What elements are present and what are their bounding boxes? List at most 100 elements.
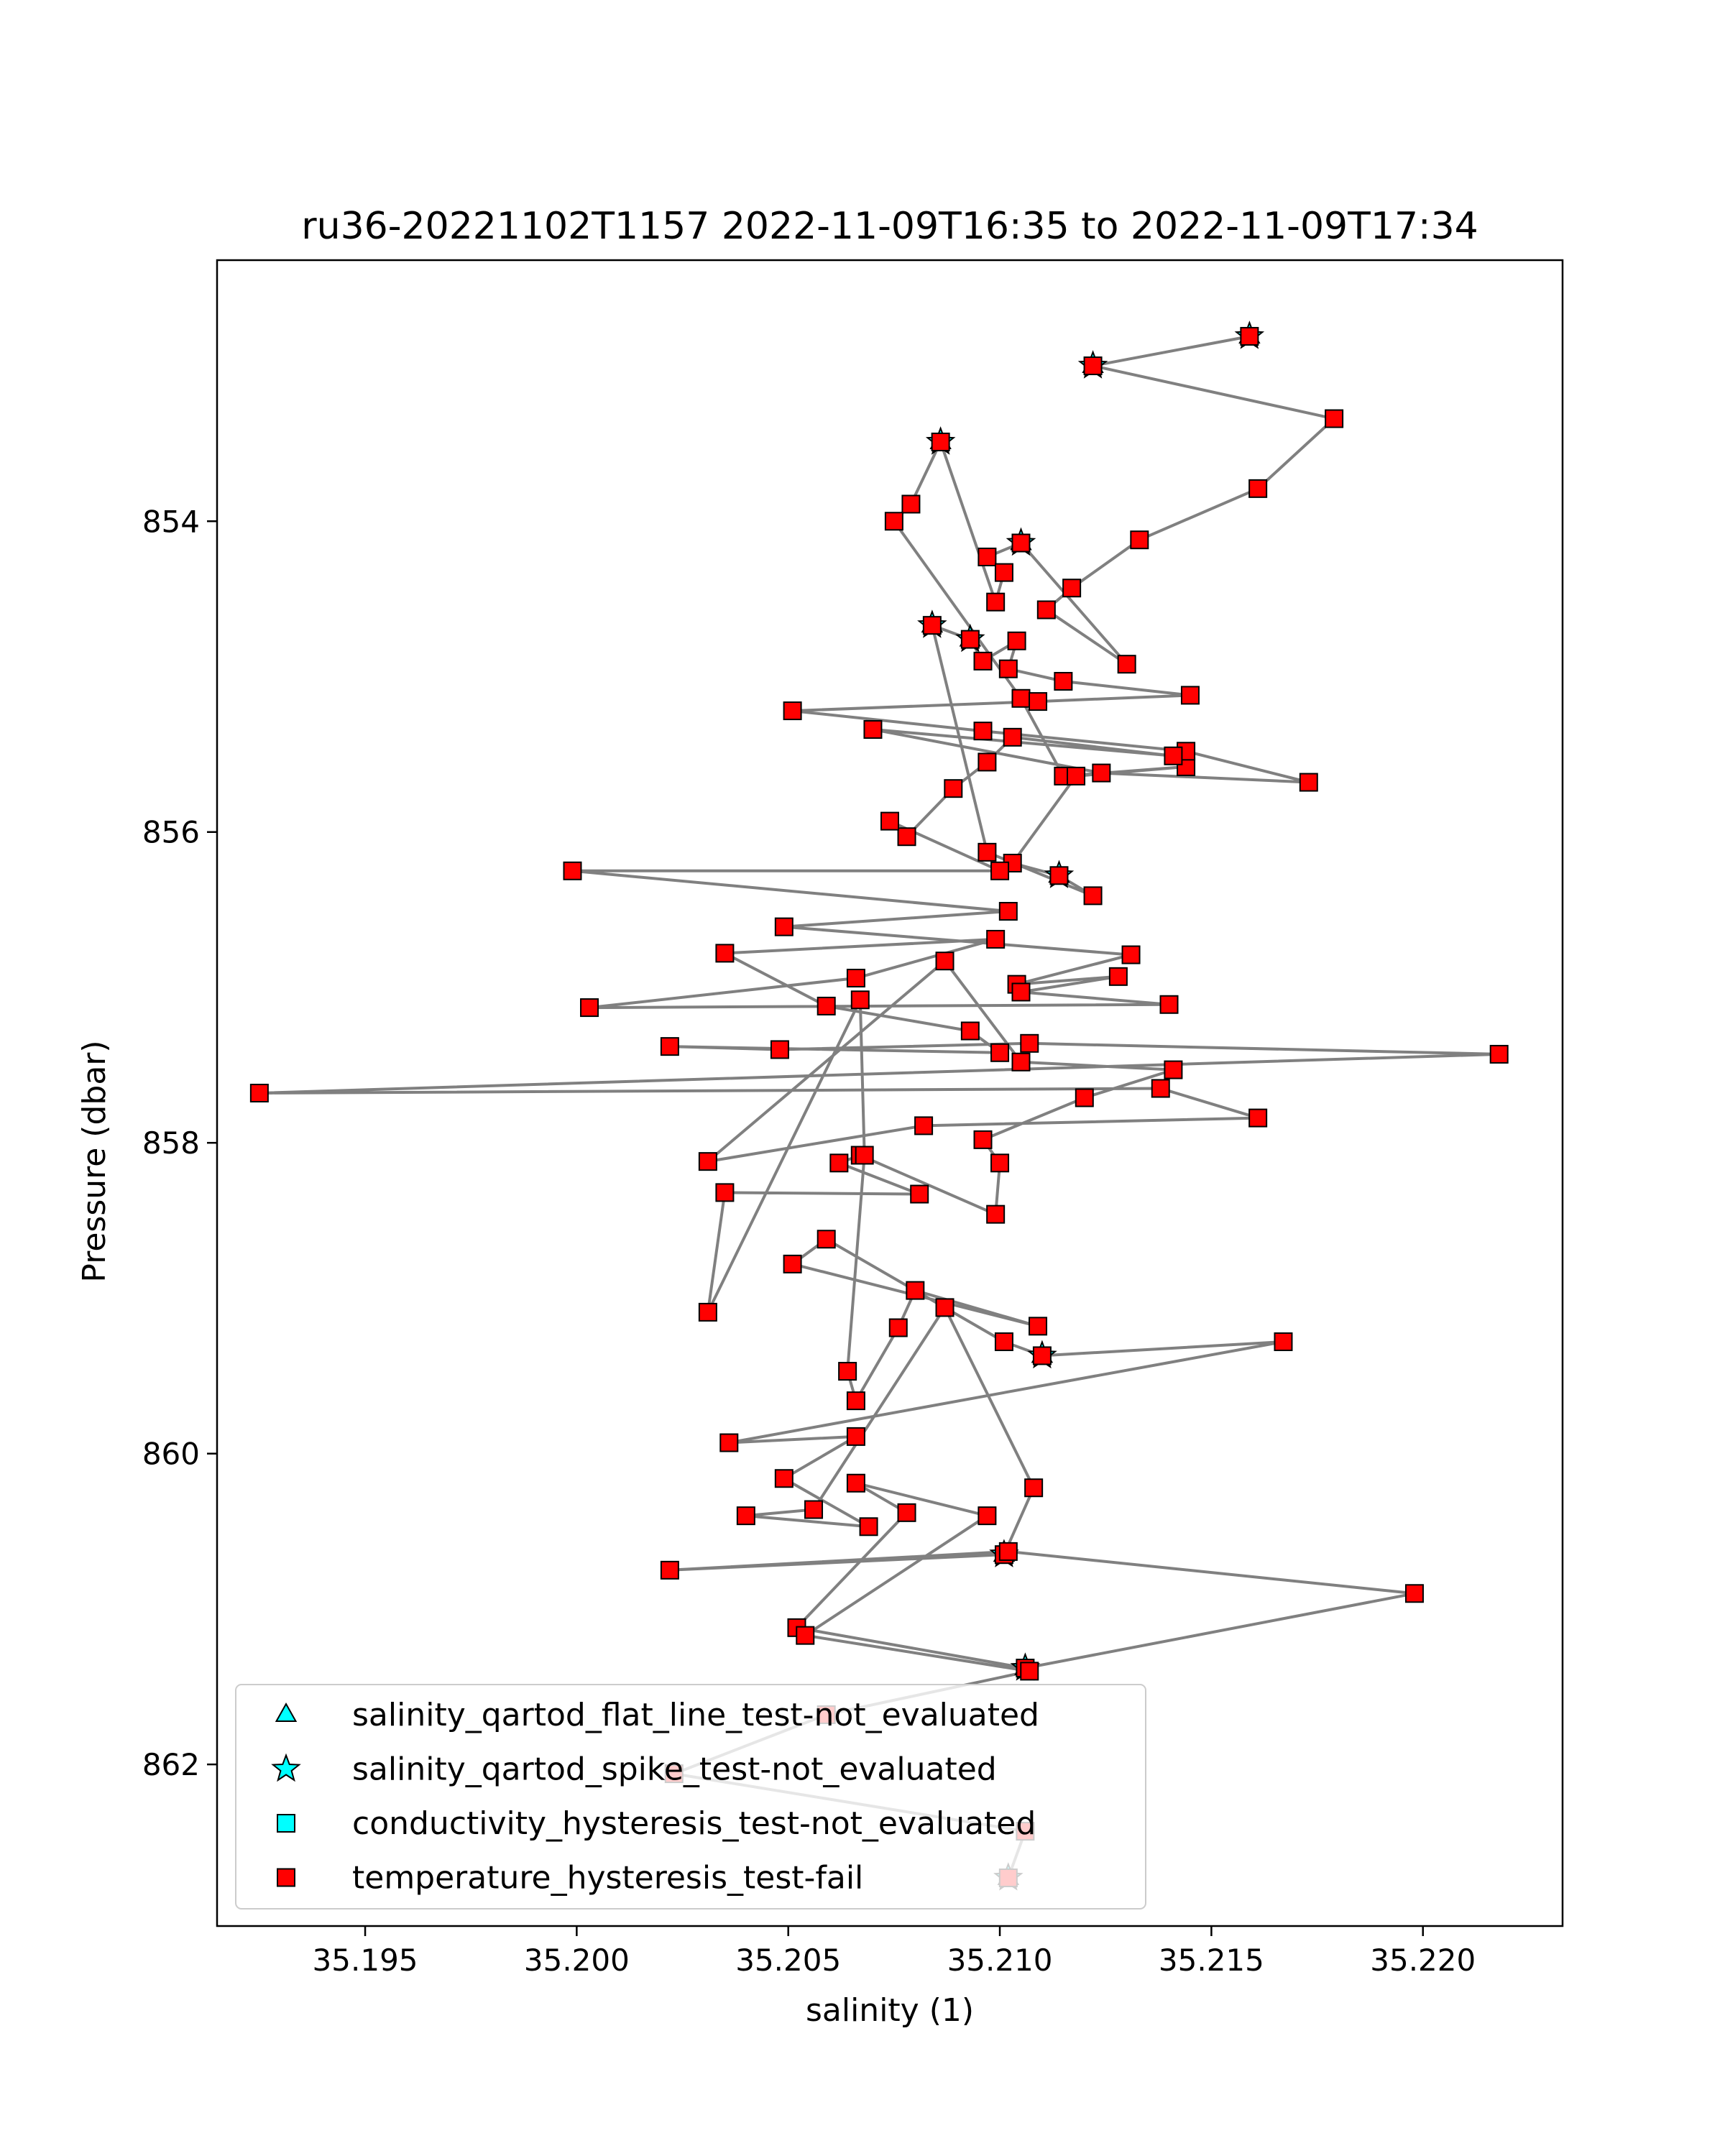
data-point (774, 917, 794, 936)
data-point (990, 1153, 1010, 1173)
data-point (1007, 631, 1026, 650)
data-point (998, 1542, 1018, 1561)
legend: salinity_qartod_flat_line_test-not_evalu… (235, 1684, 1146, 1909)
data-point (804, 1500, 824, 1519)
x-tick-label: 35.210 (947, 1943, 1053, 1978)
data-point (1011, 1052, 1031, 1072)
plot-frame (216, 259, 1564, 1927)
data-point (1011, 982, 1031, 1002)
data-point (715, 944, 735, 963)
data-point (1011, 688, 1031, 708)
data-point (880, 811, 899, 831)
data-point (846, 968, 865, 987)
data-point (715, 1183, 735, 1202)
data-point (888, 1318, 908, 1337)
data-point (998, 902, 1018, 921)
data-point (910, 1184, 929, 1204)
data-point (978, 1506, 997, 1526)
data-point (816, 1230, 836, 1249)
data-point (660, 1560, 679, 1580)
data-point (1032, 1346, 1052, 1365)
legend-marker (275, 1702, 298, 1722)
data-point (770, 1040, 789, 1059)
y-tick-label: 862 (142, 1747, 200, 1782)
data-point (1404, 1584, 1424, 1603)
data-point (1054, 671, 1073, 691)
data-point (1036, 600, 1056, 619)
data-point (838, 1362, 857, 1381)
data-point (846, 1473, 865, 1493)
data-point (935, 1298, 954, 1317)
data-point (783, 1254, 802, 1273)
data-point (719, 1433, 739, 1452)
data-point (660, 1037, 679, 1056)
data-point (990, 861, 1010, 880)
data-point (884, 512, 903, 531)
legend-label: salinity_qartod_spike_test-not_evaluated (352, 1751, 997, 1788)
x-tick-label: 35.215 (1159, 1943, 1264, 1978)
data-layer (249, 321, 1509, 1891)
x-tick-label: 35.200 (524, 1943, 630, 1978)
data-point (978, 842, 997, 862)
data-point (1083, 886, 1103, 906)
data-point (1067, 766, 1086, 786)
data-point (796, 1626, 815, 1645)
data-point (973, 651, 993, 671)
data-point (901, 494, 921, 514)
x-tick-label: 35.220 (1370, 1943, 1476, 1978)
y-tick-label: 856 (142, 815, 200, 850)
data-point (973, 722, 993, 741)
y-tick-label: 860 (142, 1437, 200, 1472)
data-point (563, 861, 582, 880)
data-point (829, 1153, 849, 1173)
data-point (960, 1021, 980, 1041)
y-axis-label: Pressure (dbar) (76, 1040, 113, 1282)
data-point (1151, 1079, 1170, 1098)
legend-label: salinity_qartod_flat_line_test-not_evalu… (352, 1697, 1039, 1733)
data-point (990, 1043, 1010, 1062)
axes: 35.195 35.200 35.205 35.210 35.215 35.220 854 8… (142, 259, 1564, 1978)
data-point (1325, 409, 1344, 428)
y-tick-label: 858 (142, 1125, 200, 1161)
legend-marker (271, 1753, 301, 1782)
data-point (994, 1332, 1013, 1351)
data-point (1062, 579, 1082, 598)
data-point (897, 1503, 916, 1522)
legend-label: temperature_hysteresis_test-fail (352, 1860, 863, 1897)
x-tick-label: 35.195 (313, 1943, 418, 1978)
data-point (249, 1084, 269, 1102)
data-point (1020, 1033, 1039, 1053)
data-point (736, 1506, 755, 1526)
data-point (1240, 326, 1259, 346)
data-point (986, 929, 1006, 949)
data-point (935, 952, 954, 971)
chart-title: ru36-20221102T1157 2022-11-09T16:35 to 2… (301, 205, 1478, 248)
data-point (1130, 530, 1149, 550)
data-point (1180, 686, 1200, 705)
data-point (906, 1281, 925, 1300)
data-point (914, 1116, 934, 1135)
data-point (931, 432, 950, 451)
data-point (1049, 866, 1069, 885)
data-point (986, 592, 1006, 612)
data-point (998, 659, 1018, 678)
data-point (1003, 727, 1022, 747)
data-point (774, 1469, 794, 1488)
data-point (944, 779, 963, 798)
data-point (859, 1517, 878, 1537)
legend-marker (277, 1814, 295, 1833)
data-point (580, 998, 599, 1018)
data-point (1092, 763, 1111, 783)
legend-label: conductivity_hysteresis_test-not_evaluat… (352, 1805, 1036, 1842)
data-point (1020, 1662, 1039, 1681)
data-point (973, 1130, 993, 1149)
data-point (1159, 995, 1179, 1014)
legend-box (235, 1684, 1146, 1909)
data-point (698, 1302, 717, 1322)
data-point (960, 630, 980, 649)
data-point (1011, 533, 1031, 553)
data-point (698, 1152, 717, 1171)
data-point (978, 548, 997, 567)
data-point (994, 563, 1013, 582)
data-point (850, 990, 870, 1010)
